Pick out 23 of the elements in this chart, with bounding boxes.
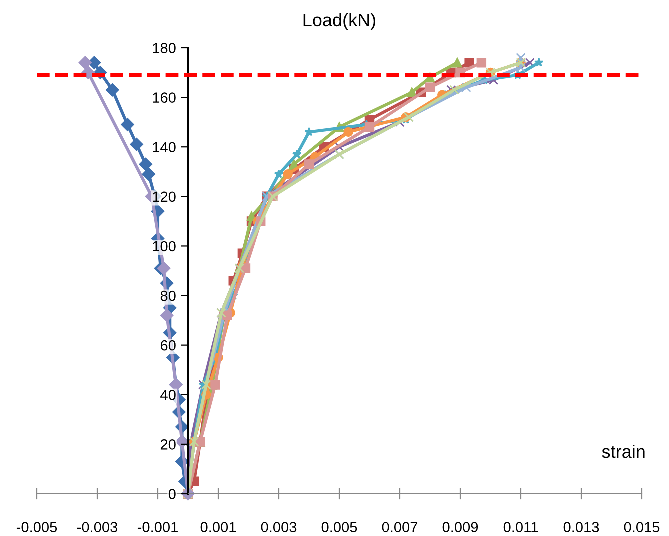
y-axis-title: Load(kN) bbox=[304, 13, 376, 30]
y-tick-label: 20 bbox=[160, 440, 176, 450]
y-tick-label: 180 bbox=[153, 43, 176, 54]
x-tick-label: -0.005 bbox=[16, 522, 58, 532]
y-tick-label: 120 bbox=[153, 192, 176, 202]
x-axis-title: strain bbox=[602, 444, 645, 458]
x-tick-label: 0.001 bbox=[200, 522, 236, 532]
y-tick-label: 100 bbox=[153, 241, 176, 252]
y-tick-label: 40 bbox=[160, 390, 176, 400]
x-tick-label: 0.007 bbox=[382, 522, 418, 532]
x-tick-label: 0.013 bbox=[564, 522, 600, 532]
y-tick-label: 0 bbox=[168, 489, 176, 500]
y-tick-label: 160 bbox=[153, 92, 176, 103]
x-tick-label: -0.003 bbox=[77, 522, 118, 532]
x-tick-label: 0.009 bbox=[442, 522, 478, 532]
x-tick-label: -0.001 bbox=[138, 522, 178, 532]
x-tick-label: 0.005 bbox=[322, 522, 358, 532]
x-tick-label: 0.011 bbox=[504, 522, 538, 532]
y-tick-label: 60 bbox=[160, 340, 176, 351]
x-tick-label: 0.015 bbox=[624, 522, 660, 532]
x-tick-label: 0.003 bbox=[261, 522, 297, 532]
y-tick-label: 140 bbox=[153, 142, 176, 153]
y-tick-label: 80 bbox=[160, 290, 176, 302]
